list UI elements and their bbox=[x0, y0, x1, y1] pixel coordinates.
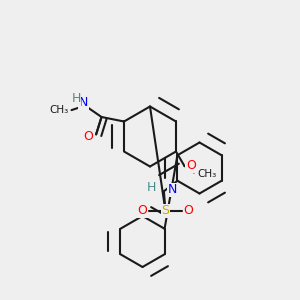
Text: S: S bbox=[161, 204, 169, 217]
Text: O: O bbox=[137, 204, 147, 217]
Text: CH₃: CH₃ bbox=[49, 105, 68, 115]
Text: O: O bbox=[83, 130, 93, 143]
Text: H: H bbox=[71, 92, 81, 105]
Text: H: H bbox=[147, 181, 156, 194]
Text: N: N bbox=[79, 96, 88, 109]
Text: CH₃: CH₃ bbox=[197, 169, 216, 179]
Text: O: O bbox=[183, 204, 193, 217]
Text: N: N bbox=[168, 183, 177, 196]
Text: O: O bbox=[186, 159, 196, 172]
